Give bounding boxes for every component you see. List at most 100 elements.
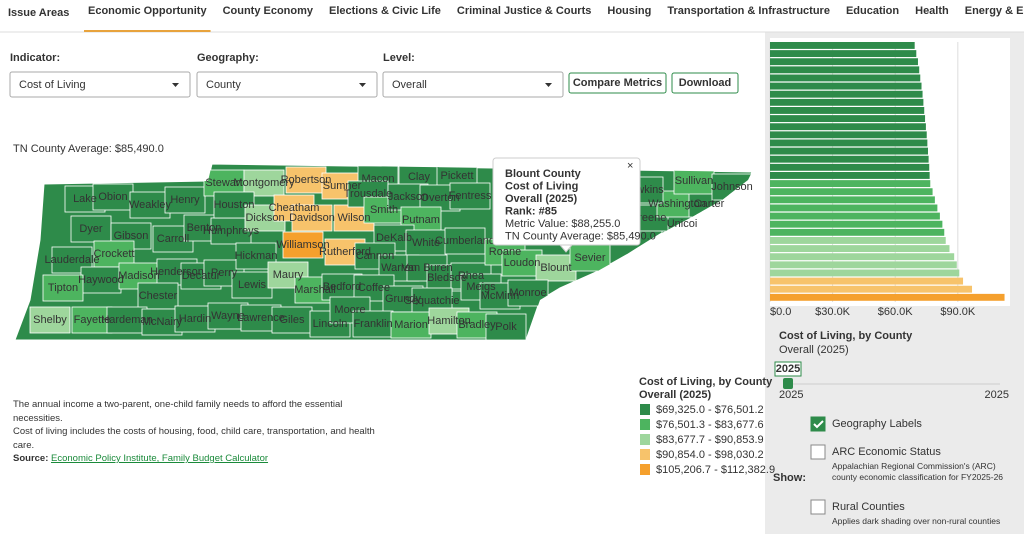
county[interactable] xyxy=(80,266,122,294)
county[interactable] xyxy=(29,306,71,334)
county-label: Grundy xyxy=(385,293,422,305)
county[interactable] xyxy=(507,279,549,307)
county-label: Houston xyxy=(214,199,255,211)
county[interactable] xyxy=(390,311,432,339)
legend-swatch xyxy=(640,419,650,430)
timeline-handle[interactable] xyxy=(783,378,793,389)
county-layer xyxy=(29,164,752,340)
bar xyxy=(770,188,933,196)
county[interactable] xyxy=(282,231,324,259)
bar xyxy=(770,131,927,139)
option-description: Appalachian Regional Commission's (ARC) … xyxy=(832,461,1004,482)
county-label: Blount xyxy=(540,262,571,274)
county[interactable] xyxy=(535,254,577,282)
county[interactable] xyxy=(210,217,252,245)
county-label: White xyxy=(412,237,440,249)
county[interactable] xyxy=(485,313,527,340)
county-label: Lincoln xyxy=(313,318,348,330)
nav-tab[interactable]: County Economy xyxy=(223,5,314,17)
bar xyxy=(770,82,922,90)
bar xyxy=(770,269,960,277)
dropdown-value: Overall xyxy=(392,79,427,91)
bar xyxy=(770,123,926,131)
nav-tab[interactable]: Housing xyxy=(607,5,651,17)
nav-tab[interactable]: Elections & Civic Life xyxy=(329,5,441,17)
county-label: Lauderdale xyxy=(44,254,99,266)
county[interactable] xyxy=(137,282,179,310)
county[interactable] xyxy=(164,186,206,214)
county-label: Bledsoe xyxy=(427,272,467,284)
tooltip-close[interactable]: × xyxy=(627,160,633,172)
button[interactable] xyxy=(671,72,739,94)
bar xyxy=(770,163,930,171)
county-label: Weakley xyxy=(129,199,171,211)
description-text: The annual income a two-parent, one-chil… xyxy=(13,399,343,424)
county-label: Cannon xyxy=(356,250,395,262)
checkbox[interactable] xyxy=(810,444,826,460)
legend-label: $76,501.3 - $83,677.6 xyxy=(656,419,764,431)
nav-tab[interactable]: Economic Opportunity xyxy=(88,5,207,17)
nav-tab[interactable]: Criminal Justice & Courts xyxy=(457,5,591,17)
bar xyxy=(770,107,925,114)
legend-title: Overall (2025) xyxy=(639,389,711,401)
nav-tab[interactable]: Health xyxy=(915,5,949,17)
county-label: Cumberland xyxy=(435,235,495,247)
control-label: Geography: xyxy=(197,52,259,64)
source-link[interactable]: Economic Policy Institute, Family Budget… xyxy=(51,453,269,464)
tooltip-line: Cost of Living xyxy=(505,180,578,192)
county-label: Monroe xyxy=(509,287,546,299)
x-tick-label: $0.0 xyxy=(770,306,791,318)
x-tick-label: $60.0K xyxy=(878,306,914,318)
checkbox[interactable] xyxy=(810,416,826,432)
chart-title: Cost of Living, by County xyxy=(779,330,913,342)
county[interactable] xyxy=(106,306,148,334)
county-label: Smith xyxy=(370,204,398,216)
county-label: Pickett xyxy=(440,170,473,182)
county[interactable] xyxy=(291,204,333,232)
bar xyxy=(770,139,928,147)
county-label: Jackson xyxy=(388,191,428,203)
county-label: Marion xyxy=(394,319,428,331)
county-label: Wayne xyxy=(211,310,245,322)
county[interactable] xyxy=(405,229,447,257)
county-label: Trousdale xyxy=(344,188,393,200)
county-label: Sevier xyxy=(574,252,606,264)
tooltip-line: Metric Value: $88,255.0 xyxy=(505,218,620,230)
county[interactable] xyxy=(92,183,134,211)
nav-tab[interactable]: Education xyxy=(846,5,899,17)
dropdown[interactable] xyxy=(9,71,191,98)
checkbox[interactable] xyxy=(810,499,826,515)
bar xyxy=(770,42,915,49)
county[interactable] xyxy=(231,271,273,299)
county[interactable] xyxy=(70,215,112,243)
dropdown[interactable] xyxy=(196,71,378,98)
bar xyxy=(770,66,920,74)
county-label: Meigs xyxy=(466,281,496,293)
chart-subtitle: Overall (2025) xyxy=(779,344,849,356)
county-label: Loudon xyxy=(504,257,541,269)
county[interactable] xyxy=(235,242,277,270)
legend-swatch xyxy=(640,434,650,445)
county[interactable] xyxy=(449,182,491,210)
county-label: Lake xyxy=(73,193,97,205)
county[interactable] xyxy=(42,274,84,302)
county[interactable] xyxy=(501,249,543,277)
button[interactable] xyxy=(568,72,667,94)
county-label: Shelby xyxy=(33,314,67,326)
county[interactable] xyxy=(51,246,93,274)
county-label: Fayette xyxy=(74,314,111,326)
bar xyxy=(770,293,1005,301)
county-label: Dyer xyxy=(79,223,103,235)
county[interactable] xyxy=(243,169,285,197)
nav-tab[interactable]: Energy & Environment xyxy=(965,5,1024,17)
dropdown-arrow xyxy=(545,83,552,87)
x-tick-label: $30.0K xyxy=(815,306,851,318)
dropdown[interactable] xyxy=(382,71,564,98)
county[interactable] xyxy=(352,310,394,338)
legend-label: $90,854.0 - $98,030.2 xyxy=(656,449,764,461)
nav-tab[interactable]: Transportation & Infrastructure xyxy=(667,5,830,17)
county-label: McNairy xyxy=(142,316,183,328)
county-label: Henderson xyxy=(150,266,204,278)
county-label: Overton xyxy=(420,192,459,204)
